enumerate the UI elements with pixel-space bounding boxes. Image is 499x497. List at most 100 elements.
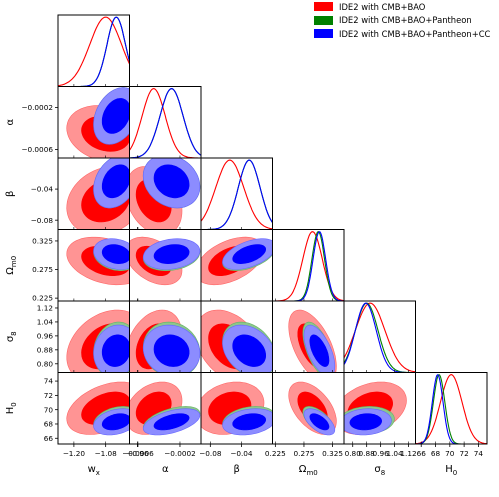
- x-tick-label: 72: [459, 449, 468, 458]
- panel-frame-3-3: [272, 229, 345, 302]
- legend-swatch-green: [314, 15, 333, 25]
- y-tick-label: 0.88: [37, 345, 54, 354]
- y-tick-label: 68: [44, 420, 54, 429]
- marginal-curve-series-1: [58, 16, 130, 87]
- x-tick-label: 68: [431, 449, 441, 458]
- panel-0-2: [66, 158, 130, 230]
- y-tick-label: 0.275: [32, 265, 53, 274]
- y-tick-label: 70: [44, 405, 54, 414]
- contour-series-2-inner: [153, 334, 190, 367]
- panel-3-5: [288, 381, 337, 436]
- contour-series-2-inner: [153, 244, 190, 265]
- y-tick-label: −0.0006: [21, 145, 53, 154]
- x-tick-label: −0.04: [230, 449, 253, 458]
- marginal-curve-series-0: [58, 16, 130, 87]
- marginal-curve-series-2: [58, 16, 130, 87]
- contour-series-2-inner: [232, 334, 267, 367]
- panel-frame-0-0: [57, 14, 130, 87]
- x-axis-label: H0: [445, 464, 457, 477]
- x-tick-label: −1.08: [94, 449, 117, 458]
- x-tick-label: 66: [417, 449, 427, 458]
- panel-2-4: [201, 309, 273, 373]
- y-tick-label: −0.0002: [21, 103, 53, 112]
- x-tick-label: 0.80: [345, 449, 362, 458]
- x-axis-label: Ωm0: [299, 464, 318, 477]
- x-tick-label: 0.225: [265, 449, 286, 458]
- contour-series-2-inner: [349, 413, 383, 431]
- y-axis-label: H0: [5, 402, 18, 414]
- x-tick-label: −0.0006: [122, 449, 154, 458]
- x-tick-label: 74: [474, 449, 484, 458]
- marginal-curve-series-2: [415, 373, 487, 444]
- y-tick-label: 0.225: [32, 294, 53, 303]
- x-tick-label: −0.08: [199, 449, 222, 458]
- x-tick-label: 1.12: [400, 449, 416, 458]
- x-tick-label: −0.96: [126, 449, 149, 458]
- y-tick-label: 1.04: [37, 318, 54, 327]
- y-tick-label: 72: [44, 391, 53, 400]
- y-axis-label: β: [5, 191, 16, 197]
- panel-1-3: [129, 236, 201, 286]
- panel-frame-5-5: [415, 372, 488, 445]
- y-tick-label: −0.08: [31, 216, 54, 225]
- panel-2-5: [201, 381, 273, 436]
- contour-series-2-inner: [153, 413, 190, 431]
- marginal-1: [129, 88, 201, 158]
- y-tick-label: 1.12: [37, 304, 53, 313]
- y-axis-label: σ8: [5, 331, 18, 342]
- y-tick-label: 0.80: [37, 359, 54, 368]
- legend-label: IDE2 with CMB+BAO+Pantheon: [339, 15, 472, 26]
- contour-series-2-inner: [232, 413, 267, 431]
- legend-label: IDE2 with CMB+BAO+Pantheon+CC: [339, 28, 491, 39]
- marginal-curve-series-0: [272, 231, 344, 301]
- y-tick-label: 0.96: [37, 331, 54, 340]
- contour-series-2-inner: [153, 164, 190, 199]
- marginal-curve-series-1: [272, 231, 344, 301]
- y-tick-label: 74: [44, 377, 54, 386]
- y-axis-label-group: σ8: [5, 331, 18, 342]
- x-axis-label: β: [234, 464, 240, 475]
- x-tick-label: 70: [445, 449, 455, 458]
- panel-0-4: [66, 309, 130, 373]
- marginal-4: [344, 302, 416, 373]
- marginal-curve-series-0: [415, 374, 487, 444]
- panel-2-3: [201, 236, 273, 286]
- marginal-curve-series-2: [129, 88, 201, 158]
- contour-series-2-inner: [232, 244, 267, 265]
- x-axis-label: α: [162, 464, 169, 475]
- marginal-5: [415, 373, 487, 444]
- y-tick-label: 66: [44, 434, 54, 443]
- y-tick-label: −0.04: [31, 185, 54, 194]
- y-axis-label: Ωm0: [5, 256, 18, 275]
- marginal-curve-series-0: [129, 88, 201, 158]
- panel-1-2: [129, 158, 201, 230]
- contour-series-2-inner: [101, 98, 130, 134]
- x-tick-label: 0.275: [294, 449, 315, 458]
- legend-swatch-blue: [314, 29, 333, 39]
- marginal-curve-series-1: [415, 374, 487, 444]
- legend: IDE2 with CMB+BAO IDE2 with CMB+BAO+Pant…: [314, 0, 499, 41]
- marginal-curve-series-0: [201, 159, 273, 230]
- marginal-curve-series-1: [344, 302, 416, 373]
- marginal-curve-series-2: [201, 159, 273, 230]
- marginal-2: [201, 159, 273, 230]
- legend-item-cmb-bao-pantheon: IDE2 with CMB+BAO+Pantheon: [314, 14, 499, 28]
- legend-item-cmb-bao-pantheon-cc: IDE2 with CMB+BAO+Pantheon+CC: [314, 27, 499, 41]
- y-tick-label: 0.325: [32, 237, 53, 246]
- legend-label: IDE2 with CMB+BAO: [339, 1, 426, 12]
- x-axis-label: σ8: [374, 464, 385, 477]
- x-tick-label: 0.325: [322, 449, 343, 458]
- x-tick-label: 0.88: [359, 449, 376, 458]
- contour-series-2-inner: [309, 334, 330, 367]
- x-tick-label: 1.04: [386, 449, 403, 458]
- y-axis-label-group: α: [5, 119, 16, 126]
- panel-1-5: [129, 381, 201, 436]
- marginal-0: [58, 16, 130, 87]
- legend-item-cmb-bao: IDE2 with CMB+BAO: [314, 0, 499, 14]
- contour-series-2-inner: [101, 413, 130, 431]
- x-tick-label: −1.20: [63, 449, 86, 458]
- y-axis-label-group: H0: [5, 402, 18, 414]
- contour-series-2-inner: [309, 413, 330, 431]
- marginal-curve-series-2: [272, 231, 344, 301]
